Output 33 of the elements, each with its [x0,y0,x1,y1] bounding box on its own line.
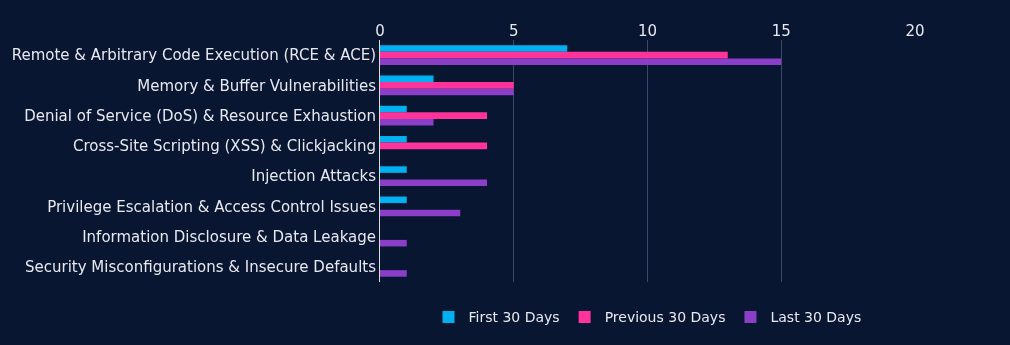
bar [380,118,434,126]
bar [380,45,568,52]
y-tick-label: Memory & Buffer Vulnerabilities [137,76,377,95]
y-tick-label: Remote & Arbitrary Code Execution (RCE & ACE) [11,46,376,65]
bar [380,239,407,247]
legend-label: Last 30 Days [770,309,862,326]
bar [380,105,407,113]
bar [380,179,487,186]
bar [380,58,782,65]
bar [380,112,487,119]
bar [380,88,514,96]
bar [380,270,407,277]
x-tick-label: 20 [905,22,925,40]
x-tick-label: 0 [375,22,385,40]
x-tick-label: 5 [508,22,519,40]
y-tick-label: Injection Attacks [251,167,377,186]
bar [380,196,407,204]
y-tick-label: Cross-Site Scripting (XSS) & Clickjacking [72,137,376,156]
x-tick-label: 15 [771,22,791,40]
bar [380,75,434,83]
bar [380,136,407,143]
y-tick-label: Security Misconfigurations & Insecure Defaults [24,258,377,277]
bar [380,166,407,173]
legend-label: First 30 Days [468,309,560,326]
y-tick-label: Information Disclosure & Data Leakage [82,227,376,246]
legend-label: Previous 30 Days [604,309,726,326]
bar [380,142,487,150]
bar [380,82,514,89]
bar [380,51,728,59]
bar [380,209,461,217]
y-tick-label: Denial of Service (DoS) & Resource Exhaustion [24,106,376,125]
y-tick-label: Privilege Escalation & Access Control Issues [47,197,377,216]
x-tick-label: 10 [637,22,658,40]
